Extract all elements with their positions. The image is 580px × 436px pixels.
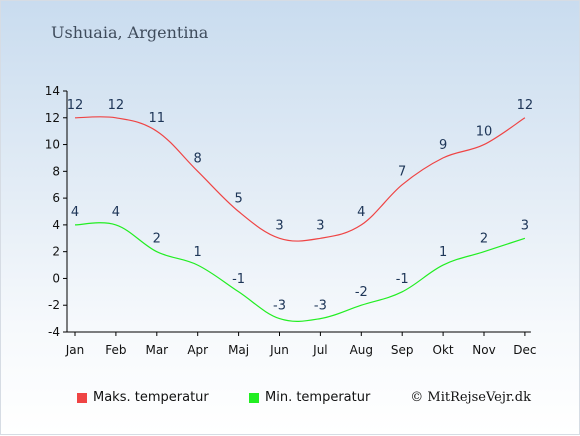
min-temp-data-label: 1 [439, 245, 447, 260]
x-tick-label: Okt [433, 343, 454, 357]
x-tick-label: Maj [228, 343, 249, 357]
legend-min: Min. temperatur [249, 390, 370, 405]
min-temp-data-label: -1 [232, 272, 245, 287]
y-tick-label: 10 [45, 138, 60, 152]
max-temp-data-label: 10 [476, 125, 493, 140]
x-tick-label: Jul [312, 343, 327, 357]
max-temperature-line [74, 116, 526, 242]
min-temp-data-label: -1 [396, 272, 409, 287]
min-temp-data-label: 3 [521, 218, 529, 233]
y-tick-label: 0 [52, 271, 60, 285]
min-temp-data-label: -2 [355, 285, 368, 300]
copyright-text: © MitRejseVejr.dk [410, 390, 531, 405]
y-tick-label: 14 [45, 84, 60, 98]
y-tick-label: 6 [52, 191, 60, 205]
max-temp-data-label: 3 [316, 218, 324, 233]
x-tick-label: Sep [391, 343, 414, 357]
max-temp-data-label: 12 [517, 98, 534, 113]
legend-min-swatch [249, 392, 259, 403]
max-temp-data-label: 9 [439, 138, 447, 153]
min-temp-data-label: 2 [153, 232, 161, 247]
y-tick-label: -4 [48, 325, 60, 339]
x-tick-label: Apr [187, 343, 208, 357]
x-tick-label: Nov [472, 343, 495, 357]
min-temp-data-label: 4 [112, 205, 120, 220]
x-tick-label: Dec [513, 343, 536, 357]
min-temp-data-label: -3 [273, 299, 286, 314]
x-tick-label: Jun [269, 343, 289, 357]
max-temp-data-label: 3 [275, 218, 283, 233]
min-temp-data-label: 1 [194, 245, 202, 260]
max-temp-data-label: 8 [194, 151, 202, 166]
legend-max-label: Maks. temperatur [93, 390, 209, 405]
min-temperature-line [74, 222, 526, 322]
max-temp-data-label: 4 [357, 205, 365, 220]
min-temp-data-label: 2 [480, 232, 488, 247]
y-tick-label: -2 [48, 298, 60, 312]
max-temp-data-label: 7 [398, 165, 406, 180]
legend-min-label: Min. temperatur [265, 390, 371, 405]
max-temp-data-label: 12 [108, 98, 125, 113]
max-temp-data-label: 12 [67, 98, 84, 113]
chart-title: Ushuaia, Argentina [51, 23, 209, 42]
y-tick-label: 8 [52, 164, 60, 178]
y-tick-label: 2 [52, 245, 60, 259]
y-tick-label: 4 [52, 218, 60, 232]
x-tick-label: Feb [105, 343, 126, 357]
min-temp-data-label: -3 [314, 299, 327, 314]
x-tick-label: Jan [65, 343, 85, 357]
legend-max-swatch [77, 392, 87, 403]
y-tick-label: 12 [45, 111, 60, 125]
series-lines [74, 116, 526, 322]
x-tick-label: Mar [145, 343, 168, 357]
max-temp-data-label: 11 [149, 111, 166, 126]
min-temp-data-label: 4 [71, 205, 79, 220]
max-temp-data-label: 5 [234, 192, 242, 207]
legend-max: Maks. temperatur [77, 390, 209, 405]
x-tick-label: Aug [350, 343, 373, 357]
